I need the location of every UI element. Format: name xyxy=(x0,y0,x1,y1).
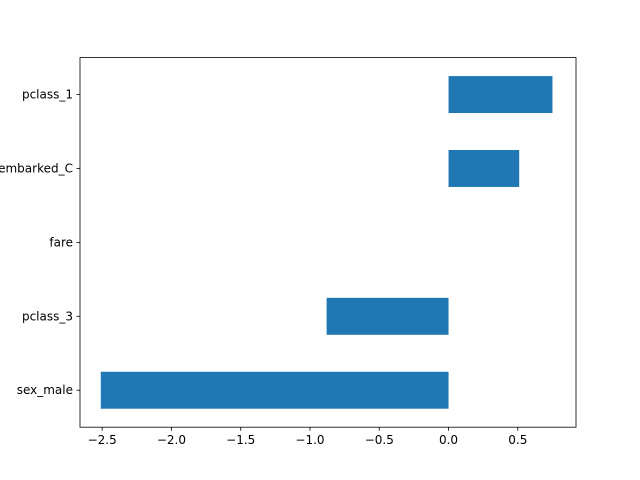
y-tick-label: pclass_1 xyxy=(22,88,73,102)
y-tick-label: sex_male xyxy=(17,383,73,397)
bar xyxy=(448,150,520,187)
bar xyxy=(448,76,553,114)
x-tick-label: 0.0 xyxy=(439,433,458,447)
axes-frame xyxy=(79,57,577,428)
x-tick-label: −1.0 xyxy=(295,433,324,447)
x-tick-label: −2.5 xyxy=(88,433,117,447)
bar xyxy=(100,371,449,409)
y-tick-label: pclass_3 xyxy=(22,309,73,323)
x-tick-label: −1.5 xyxy=(226,433,255,447)
y-tick-label: fare xyxy=(49,235,73,249)
x-tick-label: 0.5 xyxy=(508,433,527,447)
x-tick-label: −2.0 xyxy=(157,433,186,447)
bar xyxy=(326,297,449,335)
x-tick-label: −0.5 xyxy=(365,433,394,447)
y-tick-label: embarked_C xyxy=(0,161,73,175)
